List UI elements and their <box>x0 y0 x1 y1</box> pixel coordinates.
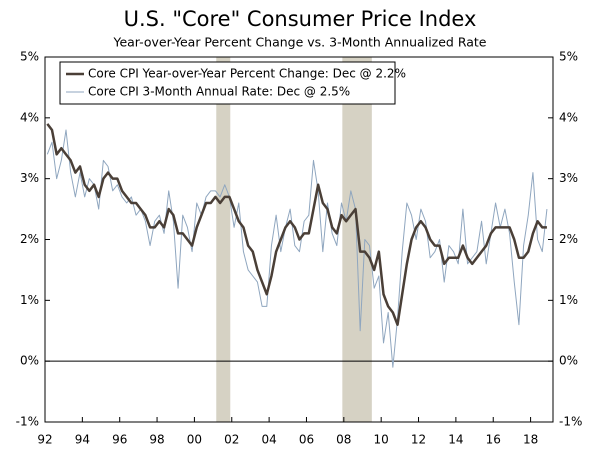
y2-tick-label: 3% <box>559 171 578 185</box>
x-tick-label: 00 <box>187 433 202 447</box>
x-tick-label: 04 <box>261 433 276 447</box>
y2-tick-label: -1% <box>559 415 582 429</box>
series-line <box>46 123 547 326</box>
y-tick-label: 3% <box>20 171 39 185</box>
y2-tick-label: 5% <box>559 50 578 64</box>
y2-tick-label: 1% <box>559 293 578 307</box>
y2-tick-label: 4% <box>559 110 578 124</box>
x-tick-label: 08 <box>336 433 351 447</box>
y-tick-label: 4% <box>20 110 39 124</box>
x-tick-label: 96 <box>112 433 127 447</box>
x-tick-label: 98 <box>149 433 164 447</box>
y-tick-label: 2% <box>20 232 39 246</box>
x-tick-label: 94 <box>75 433 90 447</box>
y-tick-label: -1% <box>16 415 39 429</box>
x-tick-label: 12 <box>411 433 426 447</box>
x-tick-label: 06 <box>299 433 314 447</box>
recession-shade <box>216 57 231 422</box>
chart-title: U.S. "Core" Consumer Price Index <box>124 7 477 31</box>
x-tick-label: 16 <box>486 433 501 447</box>
y2-tick-label: 2% <box>559 232 578 246</box>
legend-label: Core CPI Year-over-Year Percent Change: … <box>88 67 406 81</box>
x-tick-label: 92 <box>37 433 52 447</box>
series-line <box>46 129 548 368</box>
y-tick-label: 1% <box>20 293 39 307</box>
y-tick-label: 5% <box>20 50 39 64</box>
chart-subtitle: Year-over-Year Percent Change vs. 3-Mont… <box>112 35 486 50</box>
y-tick-label: 0% <box>20 354 39 368</box>
legend-box <box>59 61 396 105</box>
x-tick-label: 18 <box>523 433 538 447</box>
x-tick-label: 10 <box>374 433 389 447</box>
y2-tick-label: 0% <box>559 354 578 368</box>
x-tick-label: 02 <box>224 433 239 447</box>
legend-label: Core CPI 3-Month Annual Rate: Dec @ 2.5% <box>88 85 350 99</box>
x-tick-label: 14 <box>448 433 463 447</box>
